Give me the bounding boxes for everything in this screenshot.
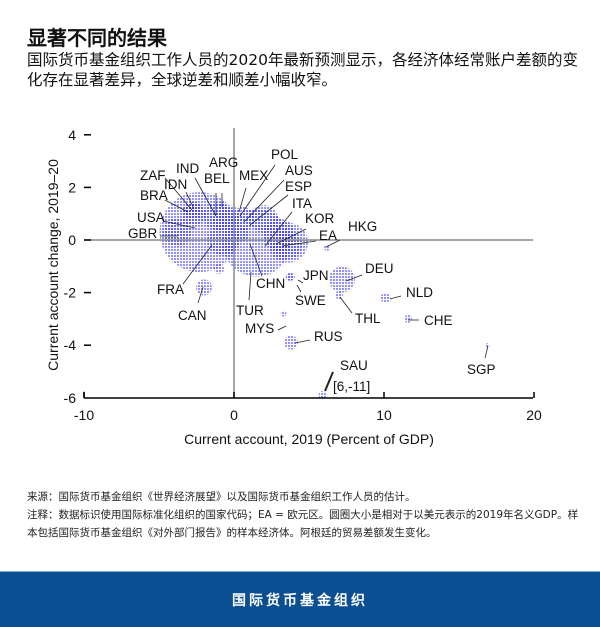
- label-zaf: ZAF: [140, 168, 166, 183]
- chart-subtitle: 国际货币基金组织工作人员的2020年最新预测显示，各经济体经常账户差额的变化存在…: [27, 51, 578, 89]
- notes: 来源：国际货币基金组织《世界经济展望》以及国际货币基金组织工作人员的估计。 注释…: [27, 488, 587, 542]
- x-tick-label: 20: [526, 407, 542, 423]
- label-611: [6,-11]: [333, 379, 370, 394]
- x-axis-label: Current account, 2019 (Percent of GDP): [184, 431, 434, 447]
- y-tick-label: 4: [68, 127, 76, 143]
- y-tick-label: -2: [64, 285, 77, 301]
- bubble-rus: [284, 335, 298, 350]
- label-rus: RUS: [314, 329, 343, 344]
- bubble-mys: [280, 310, 287, 317]
- label-esp: ESP: [285, 179, 312, 194]
- bubble-swe: [287, 272, 295, 281]
- scatter-chart: -10 0 10 20 420-2-4-6 ZAF INDIDNARGBELBRAUSA…: [45, 127, 542, 447]
- label-aus: AUS: [285, 163, 313, 178]
- y-tick-label: 0: [68, 232, 76, 248]
- source-note: 来源：国际货币基金组织《世界经济展望》以及国际货币基金组织工作人员的估计。: [27, 491, 416, 503]
- bubble-pol: [234, 227, 249, 242]
- y-ticks: 4 2 0 -2 -4 -6: [64, 127, 91, 406]
- footnote: 注释：数据标识使用国际标准化组织的国家代码；EA = 欧元区。圆圈大小是相对于以…: [27, 509, 579, 539]
- label-pol: POL: [271, 147, 299, 162]
- label-ita: ITA: [292, 196, 312, 211]
- chart-title: 显著不同的结果: [27, 26, 167, 50]
- label-che: CHE: [424, 313, 453, 328]
- bubble-deu: [329, 266, 355, 293]
- label-deu: DEU: [365, 261, 394, 276]
- label-can: CAN: [178, 308, 207, 323]
- label-mys: MYS: [245, 321, 274, 336]
- y-axis-label: Current account change, 2019–20: [45, 159, 61, 371]
- label-thl: THL: [355, 311, 381, 326]
- label-ind: IND: [176, 161, 200, 176]
- label-nld: NLD: [406, 285, 433, 300]
- bubble-thl: [335, 291, 343, 300]
- label-kor: KOR: [305, 211, 335, 226]
- y-tick-label: -6: [64, 390, 77, 406]
- label-sgp: SGP: [467, 362, 496, 377]
- bubble-hkg: [324, 244, 330, 251]
- bubble-gbr: [163, 218, 191, 247]
- label-usa: USA: [137, 210, 165, 225]
- bubble-can: [196, 279, 212, 296]
- label-ea: EA: [319, 228, 337, 243]
- footer-org-name: 国际货币基金组织: [232, 592, 368, 609]
- bubble-sgp: [485, 343, 490, 348]
- y-tick-label: 2: [68, 179, 76, 195]
- label-jpn: JPN: [303, 268, 329, 283]
- x-tick-label: -10: [74, 407, 94, 423]
- label-bel: BEL: [204, 171, 230, 186]
- label-gbr: GBR: [128, 226, 158, 241]
- label-sau: SAU: [340, 358, 368, 373]
- label-mex: MEX: [239, 168, 268, 183]
- label-hkg: HKG: [348, 219, 377, 234]
- bubble-tur: [214, 263, 224, 274]
- bubble-che: [404, 314, 412, 323]
- y-tick-label: -4: [64, 337, 77, 353]
- bubble-nld: [380, 292, 391, 303]
- bubble-bel: [213, 215, 225, 228]
- bubble-esp: [250, 204, 278, 233]
- label-bra: BRA: [140, 188, 168, 203]
- footer-bar: 国际货币基金组织: [0, 571, 600, 627]
- bubble-sau: [318, 391, 327, 400]
- label-idn: IDN: [164, 177, 187, 192]
- bubble-zaf: [184, 206, 194, 217]
- label-chn: CHN: [256, 276, 285, 291]
- label-arg: ARG: [209, 155, 238, 170]
- x-tick-label: 0: [230, 407, 238, 423]
- label-swe: SWE: [295, 293, 326, 308]
- label-tur: TUR: [236, 303, 264, 318]
- x-ticks: -10 0 10 20: [74, 392, 542, 423]
- x-tick-label: 10: [376, 407, 392, 423]
- label-fra: FRA: [157, 282, 184, 297]
